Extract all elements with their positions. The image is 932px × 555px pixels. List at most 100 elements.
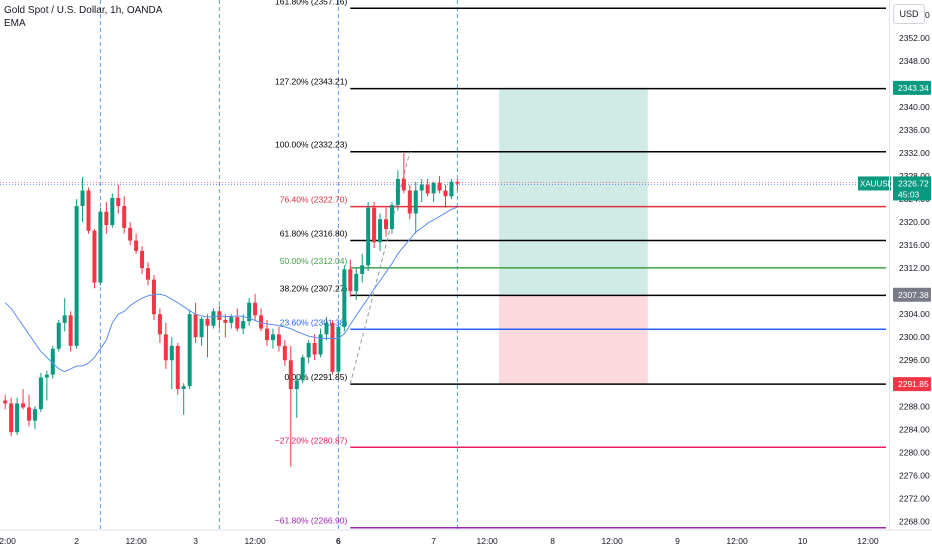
price-tick-label-8: 2300.00 [899,332,930,342]
candle-body-23 [140,250,145,269]
candle-body-40 [241,321,246,329]
price-axis: 2268.00 2272.00 2276.00 2280.00 2284.00 2288.… [858,10,931,526]
candle-body-49 [294,380,299,390]
candle-body-20 [122,206,127,228]
candle-body-58 [348,269,353,292]
candle-body-76 [455,181,460,184]
price-tick-label-1: 2272.00 [899,493,930,503]
candle-body-53 [318,334,323,355]
time-tick-label-2: 12:00 [125,536,147,546]
price-tick-label-15: 2328.00 [899,171,930,181]
price-tick-label-13: 2320.00 [899,217,930,227]
price-tag-bg-0 [893,80,931,95]
time-tick-label-3: 3 [193,536,198,546]
fib-level-label-6: 38.20% (2307.27) [280,283,348,293]
price-tick-label-21: 2352.00 [899,33,930,43]
candle-body-14 [86,190,91,231]
candle-body-74 [443,190,448,197]
candle-body-67 [401,178,406,191]
price-tick-label-4: 2284.00 [899,424,930,434]
plot-area: 161.80% (2357.16) 127.20% (2343.21) 100.00… [0,0,889,530]
candle-body-38 [229,317,234,323]
candle-body-47 [282,345,287,361]
candle-body-70 [419,184,424,191]
candle-body-54 [324,322,329,335]
candle-body-50 [300,357,305,381]
candle-body-72 [431,182,436,194]
time-tick-label-0: 12:00 [0,536,16,546]
candle-body-19 [116,197,121,207]
candle-body-63 [378,219,383,243]
candle-body-42 [253,302,258,316]
candle-body-39 [235,317,240,329]
price-tick-label-12: 2316.00 [899,240,930,250]
candle-body-27 [163,334,168,361]
candle-body-32 [193,314,198,338]
candle-body-25 [151,279,156,315]
fib-level-label-10: −61.80% (2266.90) [275,516,348,526]
bar-countdown-text: 45:03 [898,189,920,199]
candle-body-22 [134,240,139,251]
candle-body-28 [169,345,174,361]
price-tick-label-16: 2332.00 [899,148,930,158]
candle-body-35 [211,311,216,326]
candle-body-46 [276,334,281,346]
fib-level-label-3: 76.40% (2322.70) [280,195,348,205]
time-tick-label-11: 12:00 [726,536,748,546]
time-axis: 12:00 2 12:00 3 12:00 6 7 12:00 8 12:00 9 12:00 10 12… [0,529,932,546]
fib-level-label-2: 100.00% (2332.23) [275,140,347,150]
candle-body-55 [330,322,335,372]
candle-body-0 [3,400,8,404]
price-tick-label-0: 2268.00 [899,516,930,526]
candle-body-3 [21,403,26,408]
fib-level-label-8: 0.00% (2291.85) [284,372,347,382]
candle-body-6 [38,377,43,410]
chart-legend: Gold Spot / U.S. Dollar, 1h, OANDA EMA [4,4,162,30]
currency-button[interactable]: USD [893,4,925,24]
candle-body-56 [336,326,341,372]
price-tick-label-7: 2296.00 [899,355,930,365]
candle-body-12 [74,206,79,346]
price-tick-label-17: 2336.00 [899,125,930,135]
candle-body-61 [366,207,371,266]
candle-body-37 [223,319,228,323]
ema-line [4,206,458,373]
time-tick-label-13: 12:00 [857,536,879,546]
candle-body-33 [199,318,204,338]
candle-body-18 [110,197,115,226]
candle-body-29 [175,345,180,390]
candle-body-51 [306,342,311,358]
candle-body-75 [449,181,454,197]
last-price-tag-bg [893,176,931,201]
symbol-title: Gold Spot / U.S. Dollar, 1h, OANDA [4,5,163,16]
price-tick-label-20: 2348.00 [899,56,930,66]
candle-body-66 [395,178,400,205]
symbol-tag-bg [858,176,891,191]
candle-body-43 [259,315,264,329]
price-tag-bg-2 [893,377,931,392]
candle-body-52 [312,342,317,355]
candle-body-57 [342,269,347,327]
candle-body-71 [425,184,430,194]
price-tick-label-9: 2304.00 [899,309,930,319]
fib-level-label-4: 61.80% (2316.80) [280,229,348,239]
candle-body-69 [413,190,418,214]
candle-body-59 [354,273,359,292]
ema-indicator-label[interactable]: EMA [4,18,26,29]
fib-level-label-0: 161.80% (2357.16) [275,0,347,6]
profit-zone [499,87,648,295]
candle-body-45 [270,334,275,341]
price-tag-text-1: 2307.38 [898,290,929,300]
candle-body-10 [62,315,67,323]
time-tick-label-1: 2 [74,536,79,546]
time-tick-label-10: 9 [675,536,680,546]
symbol-tag-text: XAUUSD [860,179,894,188]
time-tick-label-7: 12:00 [477,536,499,546]
price-tick-label-11: 2312.00 [899,263,930,273]
time-tick-label-4: 12:00 [244,536,266,546]
candle-body-8 [50,348,55,375]
candle-body-48 [288,360,293,390]
candle-body-16 [98,211,103,283]
